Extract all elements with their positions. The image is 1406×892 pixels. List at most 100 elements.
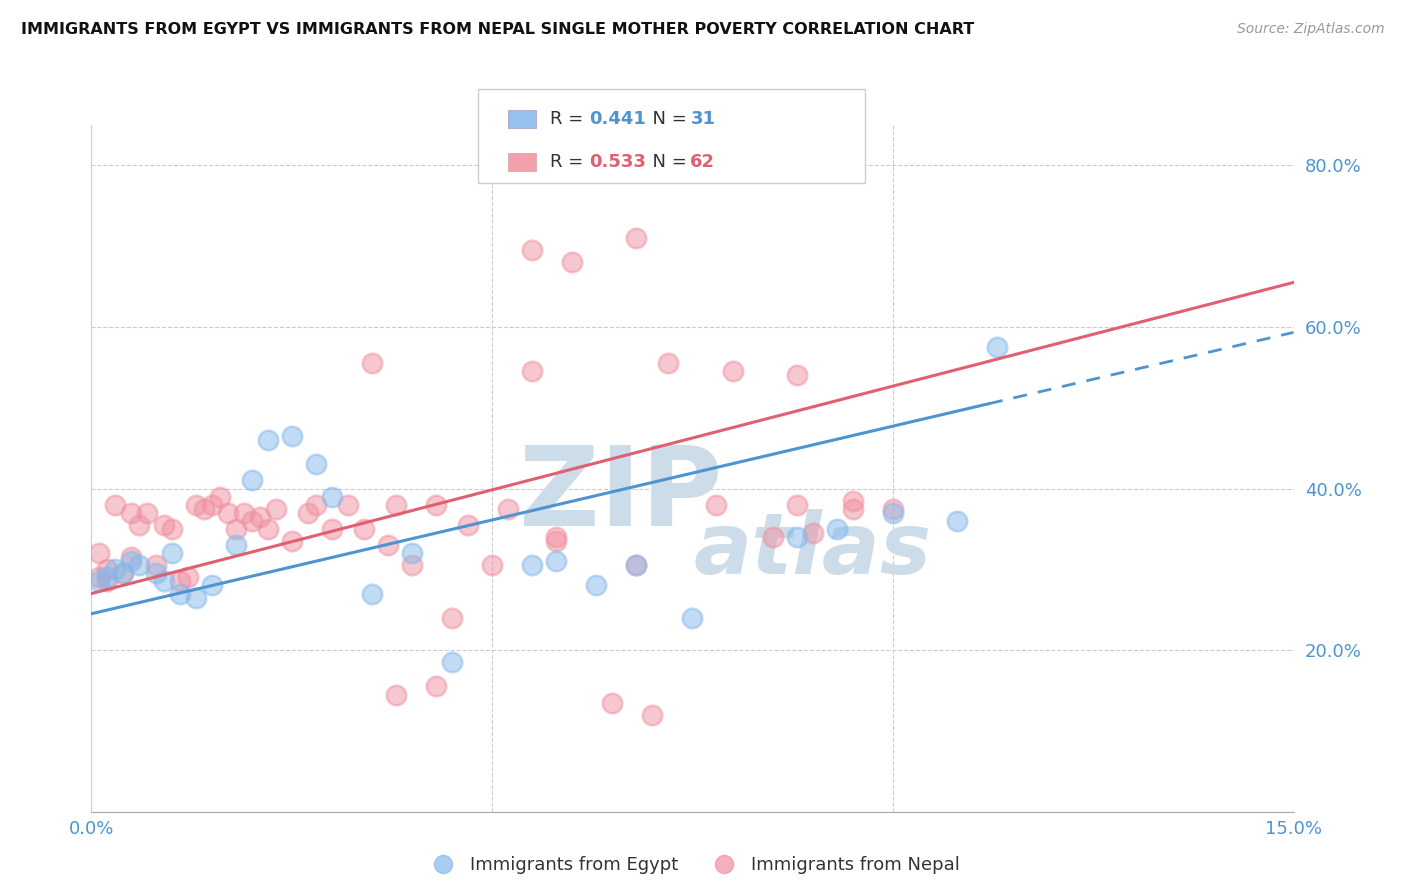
Point — [353, 522, 375, 536]
Point — [232, 506, 254, 520]
Point — [882, 506, 904, 520]
Point — [160, 546, 183, 560]
Point — [208, 490, 231, 504]
Text: 62: 62 — [690, 153, 716, 171]
Point — [882, 501, 904, 516]
Point — [786, 530, 808, 544]
Point — [89, 570, 111, 584]
Point — [169, 574, 191, 589]
Point — [112, 566, 135, 581]
Point — [152, 517, 174, 532]
Point — [145, 566, 167, 581]
Text: 31: 31 — [690, 110, 716, 128]
Point — [641, 707, 664, 722]
Point — [225, 522, 247, 536]
Legend: Immigrants from Egypt, Immigrants from Nepal: Immigrants from Egypt, Immigrants from N… — [418, 849, 967, 881]
Point — [440, 611, 463, 625]
Point — [240, 474, 263, 488]
Point — [104, 498, 127, 512]
Point — [321, 490, 343, 504]
Point — [626, 231, 648, 245]
Point — [522, 364, 544, 378]
Point — [721, 364, 744, 378]
Point — [121, 506, 143, 520]
Text: Source: ZipAtlas.com: Source: ZipAtlas.com — [1237, 22, 1385, 37]
Point — [841, 493, 863, 508]
Point — [281, 429, 304, 443]
Point — [360, 586, 382, 600]
Point — [546, 534, 568, 549]
Point — [626, 558, 648, 573]
Point — [336, 498, 359, 512]
Point — [104, 562, 127, 576]
Point — [385, 688, 408, 702]
Point — [96, 574, 118, 589]
Point — [786, 368, 808, 383]
Point — [425, 498, 447, 512]
Point — [193, 501, 215, 516]
Point — [128, 517, 150, 532]
Point — [522, 558, 544, 573]
Point — [546, 554, 568, 568]
Point — [112, 566, 135, 581]
Text: IMMIGRANTS FROM EGYPT VS IMMIGRANTS FROM NEPAL SINGLE MOTHER POVERTY CORRELATION: IMMIGRANTS FROM EGYPT VS IMMIGRANTS FROM… — [21, 22, 974, 37]
Point — [256, 433, 278, 447]
Point — [457, 517, 479, 532]
Point — [145, 558, 167, 573]
Point — [377, 538, 399, 552]
Point — [201, 578, 224, 592]
Text: ZIP: ZIP — [519, 442, 723, 549]
Text: N =: N = — [641, 110, 693, 128]
Point — [201, 498, 224, 512]
Point — [481, 558, 503, 573]
Point — [305, 498, 328, 512]
Text: R =: R = — [550, 153, 589, 171]
Point — [946, 514, 969, 528]
Point — [546, 530, 568, 544]
Point — [256, 522, 278, 536]
Point — [786, 498, 808, 512]
Point — [305, 457, 328, 471]
Text: R =: R = — [550, 110, 589, 128]
Point — [249, 509, 271, 524]
Point — [657, 356, 679, 370]
Point — [496, 501, 519, 516]
Point — [264, 501, 287, 516]
Text: 0.441: 0.441 — [589, 110, 645, 128]
Point — [762, 530, 785, 544]
Point — [217, 506, 239, 520]
Point — [401, 546, 423, 560]
Point — [825, 522, 848, 536]
Point — [297, 506, 319, 520]
Point — [321, 522, 343, 536]
Point — [385, 498, 408, 512]
Point — [841, 501, 863, 516]
Point — [96, 562, 118, 576]
Point — [128, 558, 150, 573]
Text: 0.533: 0.533 — [589, 153, 645, 171]
Point — [89, 546, 111, 560]
Point — [440, 655, 463, 669]
Point — [96, 570, 118, 584]
Point — [281, 534, 304, 549]
Point — [152, 574, 174, 589]
Point — [401, 558, 423, 573]
Point — [184, 591, 207, 605]
Point — [626, 558, 648, 573]
Point — [360, 356, 382, 370]
Point — [169, 586, 191, 600]
Point — [425, 680, 447, 694]
Point — [89, 574, 111, 589]
Point — [801, 525, 824, 540]
Point — [176, 570, 198, 584]
Text: N =: N = — [641, 153, 693, 171]
Point — [602, 696, 624, 710]
Point — [225, 538, 247, 552]
Point — [522, 243, 544, 257]
Point — [121, 554, 143, 568]
Point — [706, 498, 728, 512]
Point — [136, 506, 159, 520]
Text: atlas: atlas — [693, 509, 932, 592]
Point — [160, 522, 183, 536]
Point — [240, 514, 263, 528]
